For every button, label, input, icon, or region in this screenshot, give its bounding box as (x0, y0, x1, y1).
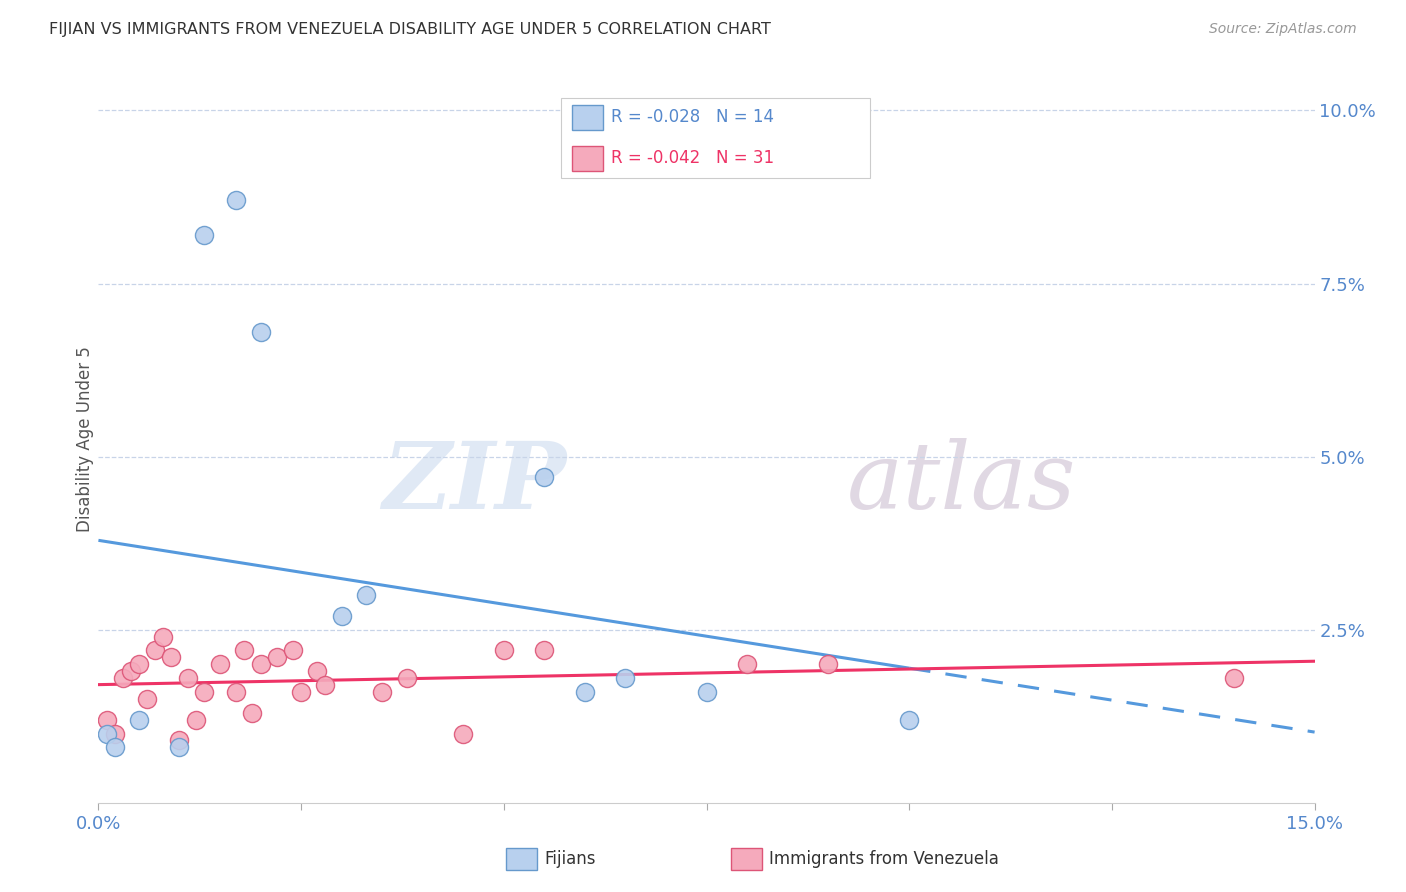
Point (330, 608, 353, 623)
Y-axis label: Disability Age Under 5: Disability Age Under 5 (76, 346, 94, 533)
Point (533, 470, 555, 484)
Point (193, 685, 215, 699)
Point (169, 740, 191, 755)
Point (314, 678, 336, 692)
Point (574, 685, 596, 699)
Point (143, 643, 166, 657)
Point (176, 671, 198, 685)
Point (492, 643, 515, 657)
Point (128, 657, 150, 672)
Point (152, 630, 174, 644)
Point (104, 740, 127, 755)
Point (169, 733, 191, 747)
Point (533, 643, 555, 657)
Text: Fijians: Fijians (544, 850, 596, 868)
Point (898, 713, 921, 727)
Text: FIJIAN VS IMMIGRANTS FROM VENEZUELA DISABILITY AGE UNDER 5 CORRELATION CHART: FIJIAN VS IMMIGRANTS FROM VENEZUELA DISA… (49, 22, 770, 37)
Text: R = -0.042   N = 31: R = -0.042 N = 31 (612, 149, 775, 168)
Point (96, 713, 118, 727)
Point (96, 726, 118, 740)
Point (193, 228, 215, 243)
Point (242, 706, 264, 720)
Point (395, 671, 418, 685)
Text: Immigrants from Venezuela: Immigrants from Venezuela (769, 850, 998, 868)
Point (371, 685, 394, 699)
Point (290, 685, 312, 699)
Point (249, 657, 271, 672)
Point (735, 657, 758, 672)
Point (266, 650, 288, 665)
Point (111, 671, 134, 685)
Point (209, 657, 232, 672)
Point (128, 713, 150, 727)
Text: ZIP: ZIP (382, 438, 567, 528)
Point (184, 713, 207, 727)
Point (225, 194, 247, 208)
Point (354, 588, 377, 602)
Point (225, 685, 247, 699)
Point (104, 726, 127, 740)
Point (233, 643, 256, 657)
Point (136, 692, 159, 706)
Text: atlas: atlas (846, 438, 1076, 528)
Point (120, 665, 142, 679)
Point (249, 325, 271, 339)
Point (1222, 671, 1244, 685)
Text: Source: ZipAtlas.com: Source: ZipAtlas.com (1209, 22, 1357, 37)
Point (614, 671, 637, 685)
Point (453, 726, 475, 740)
Point (160, 650, 183, 665)
Point (307, 665, 329, 679)
Point (696, 685, 718, 699)
Point (817, 657, 839, 672)
Text: R = -0.028   N = 14: R = -0.028 N = 14 (612, 108, 775, 127)
Point (281, 643, 304, 657)
